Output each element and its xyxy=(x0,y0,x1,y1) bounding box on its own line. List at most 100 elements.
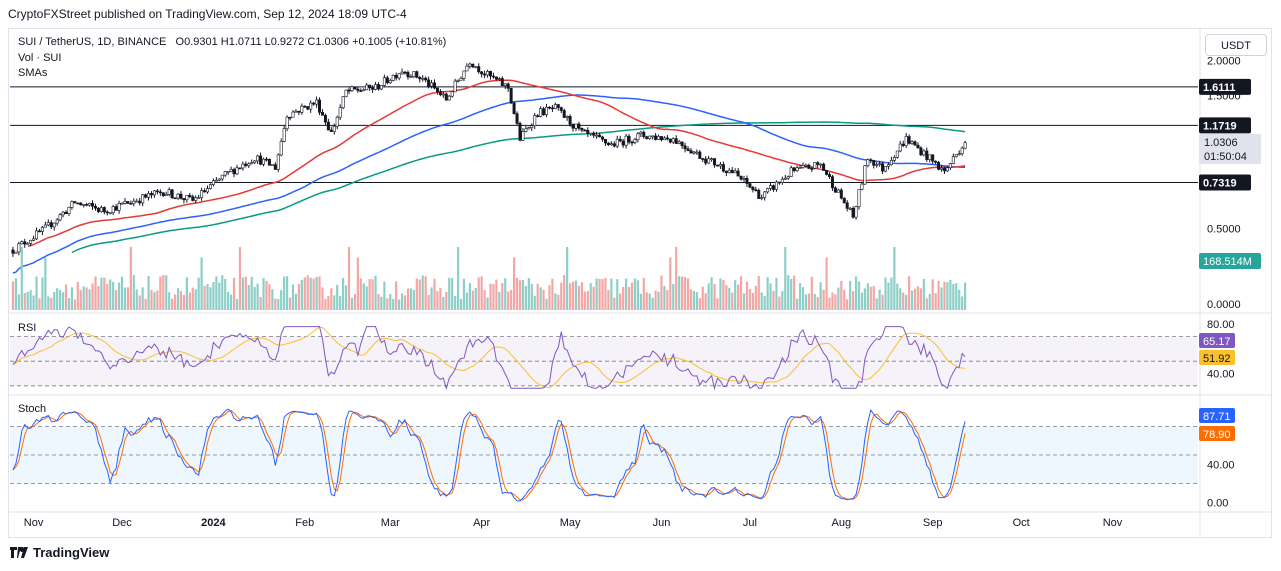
candle-body xyxy=(494,76,498,80)
candle-body xyxy=(418,77,422,80)
candle-body xyxy=(282,128,286,142)
candle-body xyxy=(397,73,401,79)
candle-body xyxy=(878,163,882,165)
candle-body xyxy=(356,88,360,91)
volume-bar xyxy=(545,298,548,310)
volume-bar xyxy=(350,297,354,310)
rsi-value-bg xyxy=(1199,333,1235,348)
volume-bar xyxy=(958,289,961,310)
candle-body xyxy=(138,200,142,204)
candle-body xyxy=(884,166,888,172)
legend-rsi[interactable]: RSI xyxy=(18,322,37,334)
volume-bar xyxy=(913,288,917,310)
volume-bar xyxy=(250,276,253,310)
volume-bar xyxy=(501,282,504,310)
candle-body xyxy=(88,203,92,206)
candle-body xyxy=(789,167,793,177)
time-axis-label: Jun xyxy=(653,517,671,529)
candle-body xyxy=(839,189,843,199)
stoch-tick-label: 0.00 xyxy=(1207,498,1228,510)
volume-bar xyxy=(430,287,433,310)
time-axis-label: 2024 xyxy=(201,517,226,529)
candle-body xyxy=(220,174,224,180)
volume-bar xyxy=(26,291,29,310)
volume-bar xyxy=(315,276,318,310)
candle-body xyxy=(359,90,363,92)
candle-body xyxy=(35,230,39,240)
volume-bar xyxy=(344,285,348,310)
volume-bar xyxy=(126,287,130,310)
legend-symbol[interactable]: SUI / TetherUS, 1D, BINANCE xyxy=(18,36,167,48)
volume-bar xyxy=(418,279,421,310)
candle-body xyxy=(810,168,814,170)
volume-bar xyxy=(568,283,572,310)
legend-volume[interactable]: Vol · SUI xyxy=(18,52,62,64)
candle-body xyxy=(288,116,292,119)
volume-bar xyxy=(309,277,312,310)
volume-bar xyxy=(651,297,654,310)
volume-bar xyxy=(601,279,604,310)
last-volume-bg xyxy=(1199,253,1261,269)
candle-body xyxy=(374,84,378,90)
volume-bar xyxy=(713,283,716,310)
candle-body xyxy=(49,222,53,228)
volume-bar xyxy=(362,283,365,310)
candle-body xyxy=(857,189,861,208)
volume-bar xyxy=(742,293,746,310)
volume-bar xyxy=(321,287,324,310)
volume-bar xyxy=(798,283,802,310)
candle-body xyxy=(898,143,902,152)
candle-body xyxy=(772,185,776,190)
volume-bar xyxy=(893,247,896,310)
volume-bar xyxy=(265,280,268,310)
candle-body xyxy=(303,105,307,108)
volume-bar xyxy=(274,298,277,310)
volume-bar xyxy=(395,281,398,310)
candle-body xyxy=(200,190,204,198)
rsi-tick-label: 80.00 xyxy=(1207,319,1235,331)
volume-bar xyxy=(816,297,819,310)
candle-body xyxy=(341,96,345,108)
candle-body xyxy=(241,163,245,169)
candle-body xyxy=(432,82,436,89)
candle-body xyxy=(760,197,764,199)
volume-bar xyxy=(790,279,793,310)
volume-bar xyxy=(365,286,368,310)
candle-body xyxy=(916,144,920,149)
currency-button[interactable]: USDT xyxy=(1205,34,1267,56)
candle-body xyxy=(37,230,41,233)
volume-bar xyxy=(507,291,510,310)
volume-bar xyxy=(356,257,359,310)
volume-bar xyxy=(719,278,722,310)
volume-bar xyxy=(607,290,610,310)
volume-bar xyxy=(277,299,280,310)
volume-bar xyxy=(117,282,121,310)
volume-bar xyxy=(884,277,887,310)
volume-bar xyxy=(902,292,905,310)
volume-bar xyxy=(218,282,221,310)
candle-body xyxy=(29,240,33,244)
time-axis-label: Dec xyxy=(112,517,132,529)
rsi-ma-line xyxy=(12,326,966,389)
candle-body xyxy=(869,159,873,161)
candle-body xyxy=(710,158,714,160)
candle-body xyxy=(940,167,944,170)
candle-body xyxy=(854,206,858,218)
volume-bar xyxy=(952,284,955,310)
candle-body xyxy=(477,66,481,73)
volume-bar xyxy=(256,283,259,310)
tradingview-footer[interactable]: TradingView xyxy=(10,545,109,560)
candle-body xyxy=(680,141,684,147)
legend-stoch[interactable]: Stoch xyxy=(18,403,47,415)
candle-body xyxy=(368,84,372,89)
volume-bar xyxy=(669,257,672,310)
candle-body xyxy=(683,145,687,150)
candle-body xyxy=(595,134,599,137)
volume-bar xyxy=(955,283,958,310)
legend-smas[interactable]: SMAs xyxy=(18,67,48,79)
price-tick-label: 2.0000 xyxy=(1207,56,1241,68)
candle-body xyxy=(70,201,74,208)
volume-bar xyxy=(221,275,224,310)
candle-body xyxy=(338,107,342,118)
volume-bar xyxy=(681,276,684,310)
